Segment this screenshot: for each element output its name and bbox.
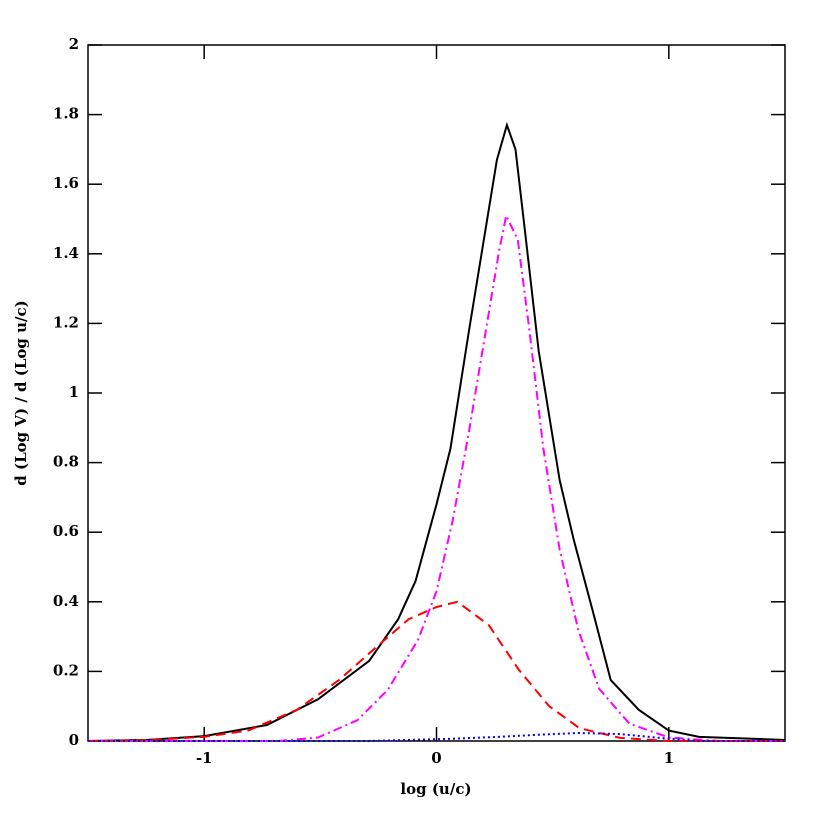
y-axis-label: d (Log V) / d (Log u/c) bbox=[12, 300, 30, 485]
y-tick-label: 1.4 bbox=[53, 244, 79, 262]
y-tick-label: 0.2 bbox=[53, 661, 79, 679]
x-axis-label: log (u/c) bbox=[400, 780, 471, 798]
data-line bbox=[88, 731, 785, 742]
y-tick-label: 1.8 bbox=[53, 105, 79, 123]
data-line bbox=[87, 121, 786, 742]
y-tick-label: 0 bbox=[69, 731, 79, 749]
x-tick-label: -1 bbox=[196, 749, 213, 767]
y-tick-label: 1.6 bbox=[53, 174, 79, 192]
y-tick-label: 0.8 bbox=[53, 453, 79, 471]
x-tick-label: 0 bbox=[431, 749, 441, 767]
x-tick-label: 1 bbox=[664, 749, 674, 767]
y-tick-label: 0.6 bbox=[53, 522, 79, 540]
y-tick-label: 2 bbox=[69, 35, 79, 53]
y-tick-label: 1.2 bbox=[53, 313, 79, 331]
data-line bbox=[88, 212, 785, 742]
data-line bbox=[87, 600, 785, 742]
y-tick-label: 1 bbox=[69, 383, 79, 401]
plot-frame bbox=[87, 44, 786, 742]
y-tick-label: 0.4 bbox=[53, 592, 79, 610]
